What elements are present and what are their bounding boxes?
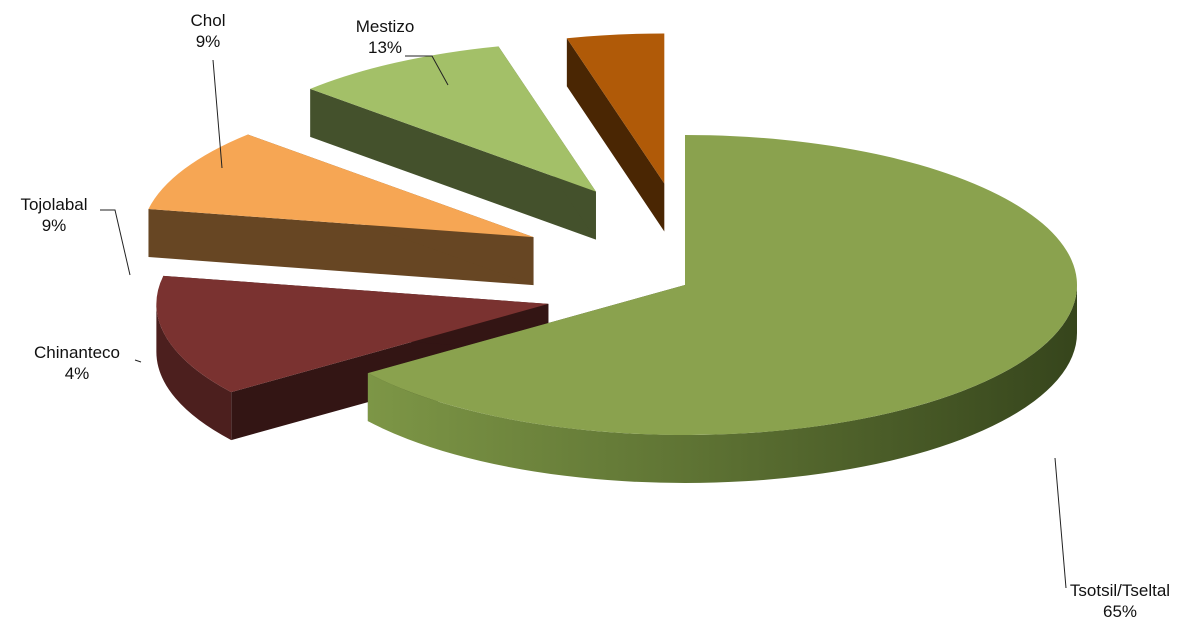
slice-wall-tojolabal-0 <box>310 88 596 240</box>
slice-tsotsil-tseltal <box>367 135 1077 436</box>
data-label-chol-value: 9% <box>195 32 221 51</box>
data-label-tsotsil-tseltal-value: 65% <box>1102 602 1138 621</box>
leader-line-tsotsil-tseltal <box>1054 457 1067 589</box>
slice-side-mestizo-0 <box>156 303 232 441</box>
slice-tojolabal <box>310 46 596 192</box>
slice-wall-chol-0 <box>148 209 534 286</box>
data-label-chinanteco-value: 4% <box>64 364 90 383</box>
data-label-chol: Chol 9% <box>168 10 248 52</box>
leader-line-chinanteco <box>134 359 142 363</box>
data-label-chol-name: Chol <box>190 11 226 30</box>
slice-mestizo <box>156 275 549 393</box>
data-label-chinanteco: Chinanteco 4% <box>22 342 132 384</box>
slice-side-tsotsil-tseltal-0 <box>367 285 1077 483</box>
data-label-tsotsil-tseltal: Tsotsil/Tseltal 65% <box>1050 580 1190 622</box>
data-label-mestizo-name: Mestizo <box>355 17 415 36</box>
data-label-tojolabal-value: 9% <box>41 216 67 235</box>
data-label-chinanteco-name: Chinanteco <box>33 343 120 362</box>
data-label-tojolabal-name: Tojolabal <box>20 195 88 214</box>
leader-line-tojolabal <box>100 209 131 276</box>
slice-chol <box>148 134 534 238</box>
leader-line-chol <box>212 59 223 169</box>
data-label-tojolabal: Tojolabal 9% <box>4 194 104 236</box>
data-label-mestizo-value: 13% <box>367 38 403 57</box>
slice-chinanteco <box>566 33 665 184</box>
data-label-mestizo: Mestizo 13% <box>335 16 435 58</box>
data-label-tsotsil-tseltal-name: Tsotsil/Tseltal <box>1069 581 1171 600</box>
leader-line-mestizo <box>405 55 449 86</box>
slice-wall-chinanteco-0 <box>566 38 665 232</box>
